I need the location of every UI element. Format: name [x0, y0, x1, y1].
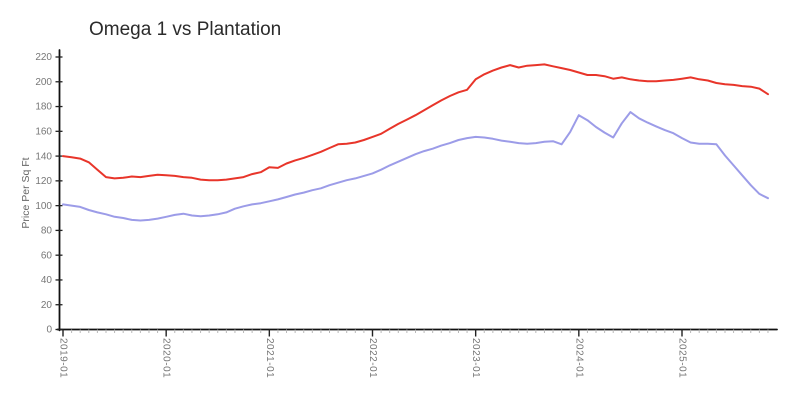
y-tick-label: 160: [35, 127, 52, 138]
y-tick-label: 120: [35, 176, 52, 187]
x-tick-label: 2022-01: [366, 338, 378, 379]
y-tick-label: 0: [46, 325, 52, 336]
y-tick-label: 180: [35, 102, 52, 113]
chart-title: Omega 1 vs Plantation: [89, 19, 282, 40]
x-tick-label: 2025-01: [676, 338, 688, 379]
y-tick-label: 40: [41, 275, 53, 286]
y-tick-label: 60: [41, 250, 53, 261]
plantation-line: [62, 111, 769, 222]
y-tick-label: 140: [35, 151, 52, 162]
y-tick-label: 220: [35, 52, 52, 63]
x-tick-label: 2024-01: [573, 338, 585, 379]
x-tick-label: 2023-01: [470, 338, 482, 379]
y-axis-label: Price Per Sq Ft: [20, 157, 32, 229]
y-tick-label: 200: [35, 77, 52, 88]
x-tick-label: 2019-01: [57, 338, 69, 379]
y-tick-label: 100: [35, 201, 52, 212]
y-tick-label: 20: [41, 300, 53, 311]
y-tick-label: 80: [41, 226, 53, 237]
omega1-line: [62, 63, 769, 182]
x-tick-label: 2020-01: [160, 338, 172, 379]
x-tick-label: 2021-01: [263, 338, 275, 379]
